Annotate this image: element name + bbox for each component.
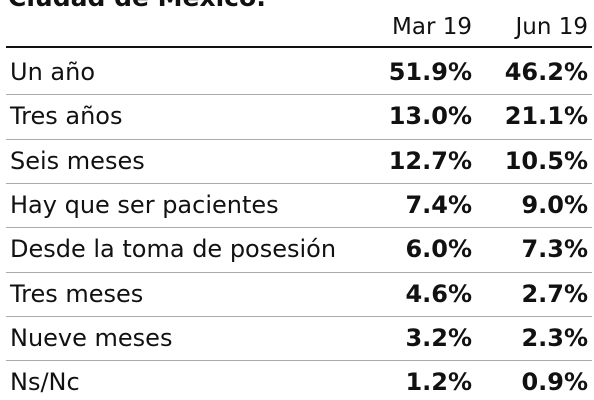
row-divider (6, 138, 592, 140)
row-divider (6, 360, 592, 362)
row-value: 51.9% (388, 58, 472, 87)
row-value: 4.6% (405, 279, 472, 308)
row-label: Un año (10, 58, 96, 87)
row-divider (6, 182, 592, 184)
row-value: 1.2% (405, 368, 472, 397)
row-label: Seis meses (10, 146, 145, 175)
row-value: 46.2% (504, 58, 588, 87)
row-label: Desde la toma de posesión (10, 235, 337, 264)
column-header: Mar 19 (392, 14, 472, 40)
row-divider (6, 94, 592, 96)
row-value: 2.3% (521, 323, 588, 352)
row-value: 9.0% (521, 191, 588, 220)
row-value: 7.3% (521, 235, 588, 264)
row-divider (6, 315, 592, 317)
row-divider (6, 271, 592, 273)
row-value: 6.0% (405, 235, 472, 264)
column-header: Jun 19 (515, 14, 588, 40)
row-value: 12.7% (388, 146, 472, 175)
row-value: 13.0% (388, 102, 472, 131)
header-rule (6, 46, 592, 48)
row-value: 0.9% (521, 368, 588, 397)
table-title: Ciudad de México: (8, 0, 266, 12)
row-label: Tres años (10, 102, 123, 131)
row-value: 3.2% (405, 323, 472, 352)
row-label: Nueve meses (10, 323, 173, 352)
row-divider (6, 227, 592, 229)
row-value: 10.5% (504, 146, 588, 175)
row-label: Hay que ser pacientes (10, 191, 279, 220)
row-value: 21.1% (504, 102, 588, 131)
row-label: Tres meses (10, 279, 144, 308)
row-value: 2.7% (521, 279, 588, 308)
row-value: 7.4% (405, 191, 472, 220)
row-label: Ns/Nc (10, 368, 80, 397)
